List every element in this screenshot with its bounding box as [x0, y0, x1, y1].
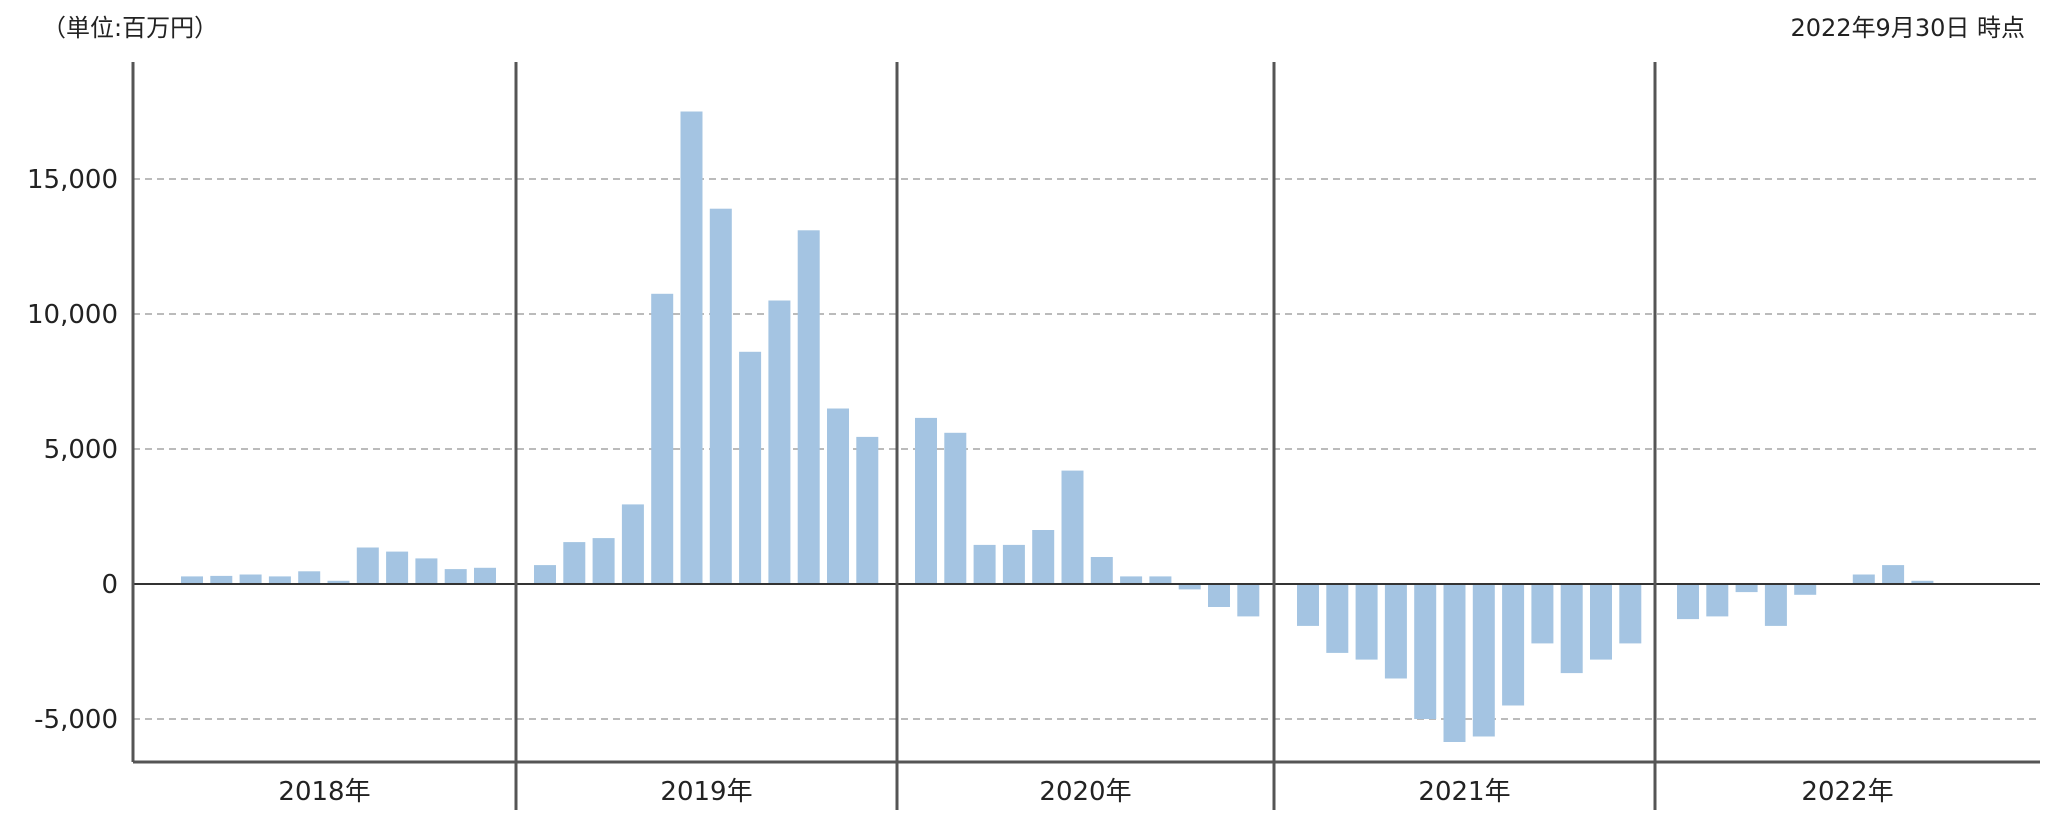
bar	[1326, 584, 1349, 653]
bar	[1002, 544, 1025, 584]
bar	[239, 574, 262, 584]
x-category-label: 2019年	[660, 777, 752, 807]
bar	[1677, 584, 1699, 620]
bar	[709, 208, 732, 584]
bar	[1764, 584, 1787, 626]
y-tick-label: -5,000	[34, 705, 118, 735]
bar	[944, 432, 967, 584]
grid-lines	[133, 178, 2040, 720]
y-tick-label: 10,000	[27, 300, 118, 330]
unit-label: （単位:百万円）	[42, 14, 219, 42]
bar	[1297, 584, 1319, 626]
bar	[534, 565, 556, 584]
bar	[1619, 584, 1642, 644]
bar	[856, 436, 879, 584]
bar	[1384, 584, 1407, 679]
bar	[797, 230, 820, 585]
bar	[415, 558, 438, 584]
bar	[1472, 584, 1495, 737]
bar	[1061, 470, 1084, 584]
y-tick-labels: 15,000 10,000 5,000 0 -5,000	[27, 165, 118, 735]
bar	[356, 547, 379, 584]
bar	[1090, 557, 1113, 584]
bar	[444, 569, 467, 584]
bar	[563, 542, 586, 584]
bar	[621, 504, 644, 584]
bar	[210, 575, 233, 584]
as-of-date: 2022年9月30日 時点	[1790, 14, 2025, 42]
bar	[1590, 584, 1612, 660]
bar	[1443, 584, 1466, 742]
bar	[1032, 530, 1055, 584]
bar	[298, 571, 321, 584]
bar	[1120, 576, 1143, 584]
bar	[1531, 584, 1554, 644]
x-category-label: 2020年	[1039, 777, 1131, 807]
axes	[131, 62, 2040, 810]
bar	[1149, 576, 1172, 584]
bar	[181, 576, 203, 584]
bar	[1794, 584, 1817, 595]
bar	[1178, 584, 1201, 590]
bar	[592, 538, 615, 584]
bar	[1237, 584, 1260, 617]
bar	[386, 551, 409, 584]
bar	[268, 576, 291, 584]
y-tick-label: 0	[101, 570, 118, 600]
bar	[1882, 565, 1905, 584]
bar	[1852, 574, 1875, 584]
bar	[768, 300, 791, 584]
bar	[327, 580, 350, 584]
x-category-label: 2021年	[1418, 777, 1510, 807]
bar	[1911, 580, 1934, 584]
y-tick-label: 5,000	[44, 435, 118, 465]
bar	[680, 111, 703, 584]
bar-series	[181, 111, 1934, 742]
bar	[1560, 584, 1583, 674]
y-tick-label: 15,000	[27, 165, 118, 195]
bar	[1355, 584, 1378, 660]
bar	[915, 417, 937, 584]
bar	[1502, 584, 1525, 706]
bar	[1706, 584, 1729, 617]
bar	[474, 567, 496, 584]
bar	[651, 293, 674, 585]
bar	[1414, 584, 1437, 719]
x-category-label: 2018年	[278, 777, 370, 807]
bar	[1735, 584, 1758, 593]
bar	[973, 544, 996, 584]
x-category-labels: 2018年 2019年 2020年 2021年 2022年	[278, 777, 1893, 807]
bar	[739, 351, 762, 584]
bar	[827, 408, 849, 584]
bar	[1208, 584, 1230, 607]
x-category-label: 2022年	[1801, 777, 1893, 807]
